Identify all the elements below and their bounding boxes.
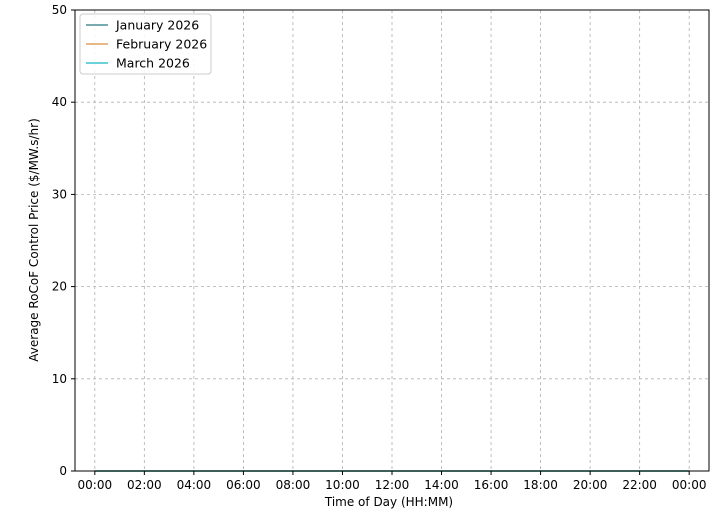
y-axis: 0 10 20 30 40 50	[52, 3, 75, 478]
x-tick-label: 12:00	[375, 478, 410, 492]
legend-box	[79, 13, 212, 75]
legend-label: March 2026	[116, 56, 190, 71]
x-axis-title: Time of Day (HH:MM)	[324, 495, 453, 509]
x-tick-label: 08:00	[276, 478, 311, 492]
x-tick-label: 22:00	[622, 478, 657, 492]
y-tick-label: 0	[59, 464, 67, 478]
x-tick-label: 00:00	[78, 478, 113, 492]
x-axis: 00:00 02:00 04:00 06:00 08:00 10:00 12:00 14:00…	[78, 471, 707, 492]
grid	[75, 10, 709, 471]
y-tick-label: 30	[52, 187, 67, 201]
legend-label: February 2026	[116, 37, 207, 52]
y-tick-label: 20	[52, 280, 67, 294]
y-tick-label: 40	[52, 95, 67, 109]
x-tick-label: 02:00	[127, 478, 162, 492]
y-tick-label: 50	[52, 3, 67, 17]
x-tick-label: 06:00	[226, 478, 261, 492]
legend: January 2026 February 2026 March 2026	[79, 13, 212, 75]
x-tick-label: 04:00	[177, 478, 212, 492]
y-tick-label: 10	[52, 372, 67, 386]
x-tick-label: 10:00	[325, 478, 360, 492]
legend-label: January 2026	[115, 18, 199, 33]
x-tick-label: 00:00	[672, 478, 707, 492]
x-tick-label: 14:00	[424, 478, 459, 492]
x-tick-label: 16:00	[474, 478, 509, 492]
y-axis-title: Average RoCoF Control Price ($/MW.s/hr)	[27, 118, 41, 361]
x-tick-label: 18:00	[523, 478, 558, 492]
x-tick-label: 20:00	[573, 478, 608, 492]
